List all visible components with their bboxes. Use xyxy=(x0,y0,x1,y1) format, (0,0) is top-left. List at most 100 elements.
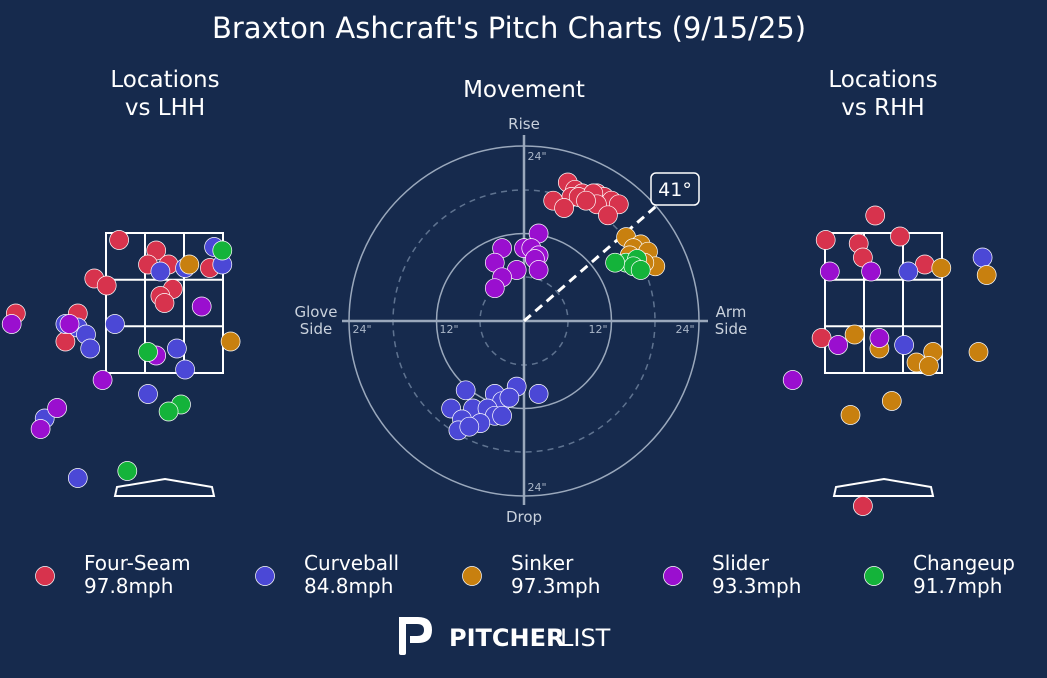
movement-pitch-points xyxy=(441,172,666,441)
rhh-point-sinker xyxy=(840,405,861,425)
legend-marker-sinker xyxy=(462,566,482,586)
lhh-home-plate xyxy=(113,477,216,497)
rhh-point-sinker xyxy=(931,258,952,278)
movement-point-curveball xyxy=(492,405,512,426)
tick-label-right-24: 24" xyxy=(675,323,694,336)
lhh-point-curveball xyxy=(67,468,88,488)
lhh-point-curveball xyxy=(175,359,195,380)
lhh-point-slider xyxy=(47,398,67,418)
lhh-point-changeup xyxy=(158,401,179,422)
axis-label-drop: Drop xyxy=(506,508,542,526)
tick-label-bottom-24: 24" xyxy=(527,481,546,494)
legend-marker-slider xyxy=(663,566,683,586)
rhh-point-curveball xyxy=(972,247,993,268)
rhh-point-slider xyxy=(869,328,890,348)
movement-point-curveball xyxy=(455,380,476,401)
brand-text-light: LIST xyxy=(560,624,611,652)
movement-point-four-seam xyxy=(554,198,574,218)
lhh-point-four-seam xyxy=(96,275,117,296)
movement-point-curveball xyxy=(499,387,520,408)
movement-panel: Movement 24" 24" 24" 12" 12" 24" Rise Dr… xyxy=(294,77,747,526)
movement-title: Movement xyxy=(463,77,585,103)
movement-point-curveball xyxy=(528,384,549,404)
rhh-pitch-points xyxy=(782,205,997,516)
rhh-point-curveball xyxy=(894,335,914,355)
rhh-point-sinker xyxy=(968,342,989,362)
tick-label-top-24: 24" xyxy=(527,150,546,163)
legend-label-curveball: Curveball xyxy=(304,551,399,575)
rhh-point-four-seam xyxy=(811,328,832,348)
axis-label-glove-line-1: Glove xyxy=(294,303,337,321)
axis-label-rise: Rise xyxy=(508,115,540,133)
axis-label-arm-line-1: Arm xyxy=(716,303,747,321)
lhh-point-curveball xyxy=(80,338,101,359)
lhh-point-changeup xyxy=(117,461,138,481)
rhh-point-slider xyxy=(819,261,840,282)
lhh-point-curveball xyxy=(105,314,125,334)
legend-label-slider: Slider xyxy=(712,551,770,575)
lhh-point-slider xyxy=(92,370,113,390)
axis-label-arm-line-2: Side xyxy=(715,320,747,338)
lhh-point-slider xyxy=(1,314,22,334)
lhh-point-four-seam xyxy=(154,293,175,313)
rhh-location-panel: Locations vs RHH xyxy=(782,67,997,516)
legend-speed-four-seam: 97.8mph xyxy=(84,574,173,598)
rhh-point-four-seam xyxy=(815,230,836,250)
rhh-point-sinker xyxy=(844,324,865,345)
legend-speed-changeup: 91.7mph xyxy=(913,574,1002,598)
lhh-pitch-points xyxy=(1,230,241,488)
arm-angle-box xyxy=(650,172,700,206)
tick-label-left-24: 24" xyxy=(352,323,371,336)
lhh-point-slider xyxy=(191,296,212,317)
movement-point-changeup xyxy=(605,252,625,273)
rhh-point-slider xyxy=(828,335,848,355)
lhh-point-curveball xyxy=(138,384,158,404)
tick-label-left-12: 12" xyxy=(439,323,458,336)
rhh-point-curveball xyxy=(898,261,919,282)
lhh-point-changeup xyxy=(212,240,233,261)
lhh-point-curveball xyxy=(167,338,187,359)
legend-speed-curveball: 84.8mph xyxy=(304,574,393,598)
lhh-point-changeup xyxy=(138,342,158,362)
legend-label-changeup: Changeup xyxy=(913,551,1015,575)
axis-label-glove-line-2: Side xyxy=(300,320,332,338)
movement-point-curveball xyxy=(459,416,480,437)
legend-label-sinker: Sinker xyxy=(511,551,574,575)
lhh-point-curveball xyxy=(150,261,171,282)
figure-title: Braxton Ashcraft's Pitch Charts (9/15/25… xyxy=(212,11,806,45)
rhh-title-line-2: vs RHH xyxy=(841,95,924,121)
legend-marker-four-seam xyxy=(35,566,55,586)
lhh-title-line-1: Locations xyxy=(110,67,219,93)
rhh-home-plate xyxy=(832,477,935,497)
legend-speed-slider: 93.3mph xyxy=(712,574,801,598)
lhh-point-slider xyxy=(59,314,80,334)
movement-point-slider xyxy=(484,278,505,299)
rhh-point-sinker xyxy=(976,265,997,285)
pitcherlist-logo-icon xyxy=(399,617,432,655)
lhh-location-panel: Locations vs LHH xyxy=(1,67,241,497)
rhh-point-four-seam xyxy=(865,205,886,226)
lhh-title-line-2: vs LHH xyxy=(125,95,205,121)
movement-point-four-seam xyxy=(598,205,618,226)
legend-marker-changeup xyxy=(864,566,884,586)
lhh-point-slider xyxy=(30,419,51,439)
movement-point-four-seam xyxy=(576,190,596,211)
rhh-point-slider xyxy=(782,370,803,390)
rhh-point-four-seam xyxy=(853,496,873,516)
movement-point-changeup xyxy=(630,260,651,280)
tick-label-right-12: 12" xyxy=(588,323,607,336)
lhh-point-sinker xyxy=(179,254,200,275)
legend-speed-sinker: 97.3mph xyxy=(511,574,600,598)
rhh-point-sinker xyxy=(881,391,902,411)
rhh-title-line-1: Locations xyxy=(828,67,937,93)
rhh-point-four-seam xyxy=(914,254,935,275)
lhh-point-four-seam xyxy=(109,230,129,250)
legend-label-four-seam: Four-Seam xyxy=(84,551,191,575)
legend-marker-curveball xyxy=(255,566,275,586)
pitcherlist-logo: PITCHER LIST xyxy=(399,617,611,655)
rhh-point-slider xyxy=(861,261,881,282)
arm-angle-label: 41° xyxy=(658,179,692,201)
